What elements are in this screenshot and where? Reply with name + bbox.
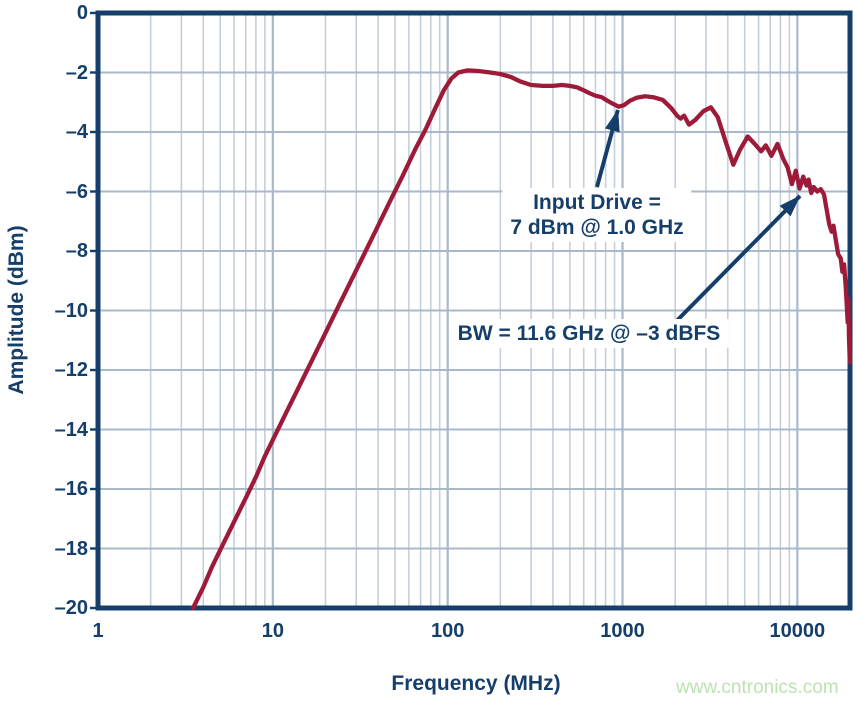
y-tick-label: –6 xyxy=(65,180,88,203)
x-axis-title: Frequency (MHz) xyxy=(391,672,561,695)
bandwidth-annotation: BW = 11.6 GHz @ –3 dBFS xyxy=(449,319,729,348)
input-drive-annotation-line2: 7 dBm @ 1.0 GHz xyxy=(510,216,684,239)
y-tick-label: –10 xyxy=(54,299,88,322)
bandwidth-arrow xyxy=(673,194,802,324)
y-tick-label: –4 xyxy=(65,121,88,143)
annotation-arrows xyxy=(595,109,802,324)
y-tick-label: –2 xyxy=(65,61,88,84)
y-tick-label: –8 xyxy=(65,240,88,262)
input-drive-arrow xyxy=(595,109,620,188)
response-curve xyxy=(190,68,852,611)
input-drive-annotation: Input Drive = 7 dBm @ 1.0 GHz xyxy=(502,188,692,242)
y-tick-label: –12 xyxy=(54,359,88,381)
x-tick-label: 1 xyxy=(92,620,104,642)
x-tick-label: 1000 xyxy=(600,620,645,642)
y-tick-label: –18 xyxy=(54,537,88,560)
y-tick-label: –14 xyxy=(54,418,88,441)
x-tick-label: 10000 xyxy=(769,620,826,642)
x-tick-label: 100 xyxy=(430,620,465,642)
y-axis-title: Amplitude (dBm) xyxy=(5,225,28,395)
x-tick-label: 10 xyxy=(261,620,284,642)
watermark: www.cntronics.com xyxy=(672,676,843,700)
y-tick-label: –20 xyxy=(54,597,88,619)
input-drive-annotation-line1: Input Drive = xyxy=(533,191,661,214)
grid-major-lines xyxy=(98,13,850,608)
y-tick-label: –16 xyxy=(54,478,88,500)
y-tick-label: 0 xyxy=(76,2,88,24)
